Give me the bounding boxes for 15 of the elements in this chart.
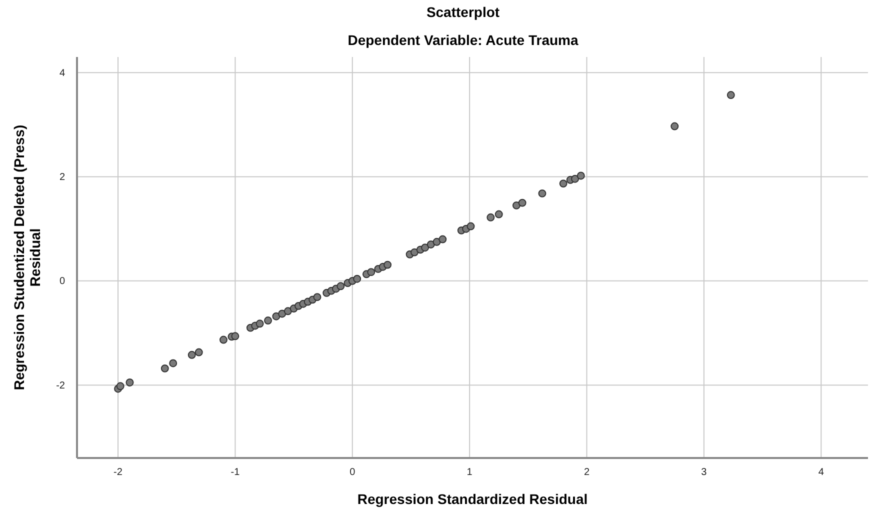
y-tick-label: 0 bbox=[59, 276, 66, 288]
y-tick-label: -2 bbox=[56, 380, 66, 392]
x-tick-label: 3 bbox=[701, 467, 708, 478]
x-tick-label: -2 bbox=[114, 467, 123, 478]
x-axis-title: Regression Standardized Residual bbox=[357, 491, 588, 507]
x-tick-label: 2 bbox=[584, 467, 590, 478]
x-tick-label: 0 bbox=[350, 467, 356, 478]
y-axis-title: Regression Studentized Deleted (Press) Residual bbox=[11, 124, 43, 390]
x-tick-label: 4 bbox=[818, 467, 824, 478]
y-tick-label: 2 bbox=[59, 172, 66, 183]
x-tick-label: 1 bbox=[466, 467, 473, 478]
chart-title: Scatterplot bbox=[426, 4, 500, 20]
y-tick-label: 4 bbox=[59, 68, 66, 79]
chart-subtitle: Dependent Variable: Acute Trauma bbox=[348, 32, 578, 48]
x-tick-label: -1 bbox=[230, 467, 240, 478]
